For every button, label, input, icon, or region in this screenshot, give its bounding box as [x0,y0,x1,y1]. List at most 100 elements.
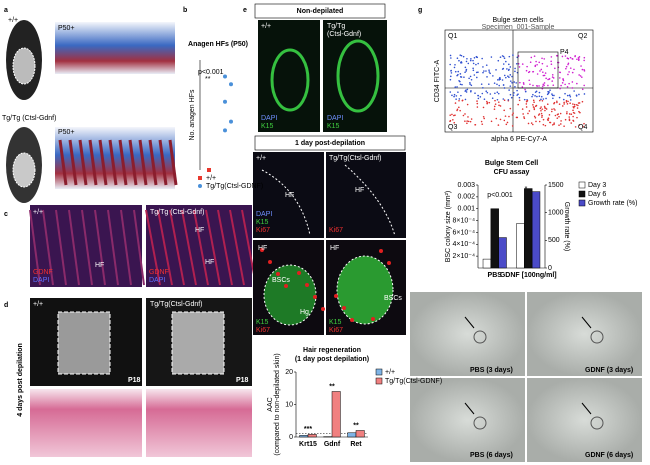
arrow [464,316,475,329]
data-point [223,99,227,104]
label: p<0.001 [198,69,224,76]
event-dot [568,118,571,120]
event-dot [543,105,546,108]
event-dot [518,99,521,102]
label: HF [205,259,214,266]
event-dot [505,76,507,79]
event-dot [456,108,459,111]
label: BSCs [384,295,402,302]
label: Tg/Tg(Ctsl-Gdnf) [329,155,382,162]
significance: ** [329,383,335,390]
event-dot [547,78,549,81]
label: P50+ [58,129,75,136]
event-dot [528,110,531,112]
event-dot [578,102,581,104]
event-dot [461,99,464,102]
event-dot [571,87,574,89]
label: P18 [128,377,141,384]
y2-tick-label: 0 [548,265,552,272]
event-dot [481,123,484,125]
event-dot [538,99,541,102]
bar [299,435,309,438]
label: K15 [329,319,342,326]
y-tick-label: 10 [285,401,293,408]
y-tick-label: 8×10⁻⁴ [453,217,475,224]
event-dot [583,56,586,59]
colony [590,416,604,430]
event-dot [546,103,549,105]
event-dot [527,122,530,125]
event-dot [461,83,463,86]
event-dot [476,100,478,102]
event-dot [489,93,492,95]
ki67-nucleus [284,284,288,288]
event-dot [477,97,480,100]
event-dot [470,84,473,87]
legend-marker [198,184,202,188]
event-dot [472,59,474,62]
follicle-outline [261,169,311,236]
event-dot [563,125,565,127]
event-dot [496,83,498,86]
event-dot [578,93,580,96]
bar [498,237,507,269]
event-dot [481,92,484,95]
event-dot [449,75,452,78]
event-dot [475,71,478,74]
event-dot [513,81,516,83]
event-dot [541,57,543,60]
event-dot [450,72,453,74]
event-dot [495,69,497,71]
event-dot [553,101,556,104]
event-dot [544,124,547,127]
event-dot [564,118,567,121]
event-dot [499,118,502,121]
event-dot [494,103,497,105]
event-dot [460,94,462,97]
event-dot [486,76,488,78]
event-dot [533,55,536,57]
event-dot [492,75,494,77]
event-dot [501,79,504,81]
event-dot [497,92,500,95]
event-dot [523,116,525,118]
event-dot [525,103,528,105]
hair-follicle [168,139,178,186]
event-dot [501,55,504,57]
event-dot [553,108,555,110]
event-dot [526,65,528,68]
legend-label: Day 6 [588,191,606,198]
event-dot [508,76,510,79]
event-dot [532,84,534,87]
label: P4 [560,49,569,56]
event-dot [458,59,460,62]
event-dot [451,113,453,116]
event-dot [464,66,467,69]
tissue-streak [205,209,221,286]
event-dot [553,122,555,124]
event-dot [458,99,460,102]
event-dot [543,84,545,87]
label: DAPI [261,115,277,122]
event-dot [454,114,456,116]
significance: ** [353,422,359,429]
event-dot [539,70,541,72]
event-dot [469,81,471,84]
label: HF [258,245,267,252]
label: +/+ [33,301,43,308]
event-dot [578,110,580,113]
label: K15 [261,123,274,130]
event-dot [570,113,573,115]
event-dot [574,55,576,58]
event-dot [556,100,558,103]
event-dot [553,123,555,126]
event-dot [511,81,513,84]
event-dot [563,101,565,104]
tissue-streak [181,209,197,286]
event-dot [560,120,562,122]
hair-follicle [108,139,118,186]
event-dot [569,99,572,101]
data-point [223,74,227,79]
ki67-nucleus [334,294,338,298]
event-dot [576,82,578,85]
